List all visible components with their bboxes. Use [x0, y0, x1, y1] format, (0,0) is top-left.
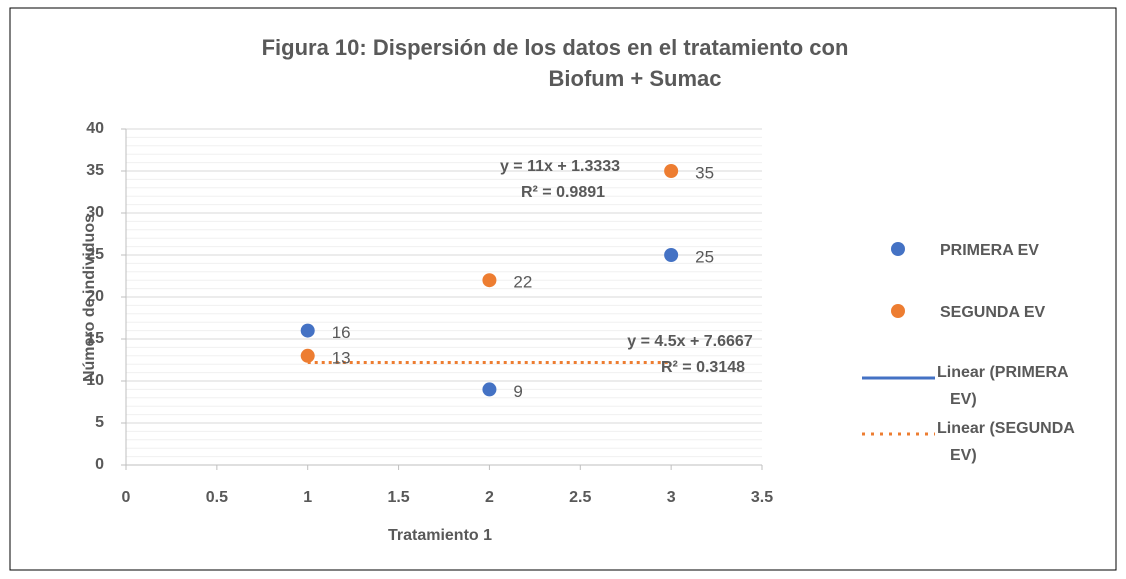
- x-tick-label: 2: [485, 489, 494, 506]
- data-label: 22: [513, 273, 532, 292]
- point: [300, 323, 315, 338]
- x-tick-label: 2.5: [569, 489, 591, 506]
- y-tick-label: 0: [95, 456, 104, 473]
- trend-r2: R² = 0.9891: [521, 184, 605, 201]
- data-label: 16: [332, 323, 351, 342]
- y-tick-label: 35: [86, 162, 104, 179]
- data-label: 25: [695, 247, 714, 266]
- y-tick-label: 20: [86, 288, 104, 305]
- y-tick-label: 15: [86, 330, 104, 347]
- legend-label: Linear (PRIMERA EV): [937, 364, 1069, 408]
- x-tick-label: 0.5: [206, 489, 228, 506]
- x-axis-label: Tratamiento 1: [388, 527, 492, 544]
- point: [664, 248, 679, 262]
- y-tick-label: 25: [86, 246, 104, 263]
- point: [664, 164, 679, 178]
- x-tick-label: 1: [303, 489, 312, 506]
- x-tick-label: 1.5: [387, 489, 409, 506]
- data-label: 35: [695, 163, 714, 182]
- trend-equation: y = 11x + 1.3333: [500, 158, 620, 175]
- legend-marker: [891, 242, 905, 256]
- y-tick-label: 30: [86, 204, 104, 221]
- chart-title: Biofum + Sumac: [549, 66, 722, 91]
- trend-r2: R² = 0.3148: [661, 359, 745, 376]
- y-axis-label: Número de individuos: [81, 214, 98, 382]
- chart-title: Figura 10: Dispersión de los datos en el…: [262, 35, 849, 60]
- legend-label: Linear (SEGUNDA EV): [937, 420, 1075, 464]
- x-tick-label: 3: [667, 489, 676, 506]
- legend-label: PRIMERA EV: [940, 242, 1039, 259]
- point: [482, 273, 497, 288]
- y-tick-label: 40: [86, 120, 104, 137]
- x-tick-label: 3.5: [751, 489, 773, 506]
- point: [300, 348, 315, 363]
- y-tick-label: 5: [95, 414, 104, 431]
- legend-marker: [891, 304, 905, 318]
- legend-label: SEGUNDA EV: [940, 304, 1046, 321]
- data-label: 13: [332, 348, 351, 367]
- point: [482, 382, 497, 397]
- data-label: 9: [513, 382, 522, 401]
- x-tick-label: 0: [122, 489, 131, 506]
- y-tick-label: 10: [86, 372, 104, 389]
- trend-equation: y = 4.5x + 7.6667: [627, 333, 753, 350]
